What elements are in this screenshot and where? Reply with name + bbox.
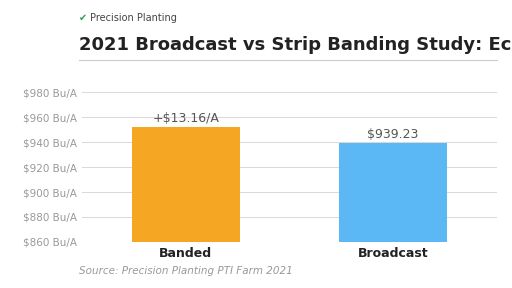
Text: Source: Precision Planting PTI Farm 2021: Source: Precision Planting PTI Farm 2021	[79, 266, 293, 276]
Text: ✔: ✔	[79, 13, 88, 23]
Text: $939.23: $939.23	[367, 128, 419, 141]
Text: 2021 Broadcast vs Strip Banding Study: Economics: 2021 Broadcast vs Strip Banding Study: E…	[79, 36, 512, 54]
Text: Precision Planting: Precision Planting	[90, 13, 177, 23]
Text: +$13.16/A: +$13.16/A	[152, 112, 219, 125]
Bar	[339, 143, 447, 242]
Bar	[132, 127, 240, 242]
